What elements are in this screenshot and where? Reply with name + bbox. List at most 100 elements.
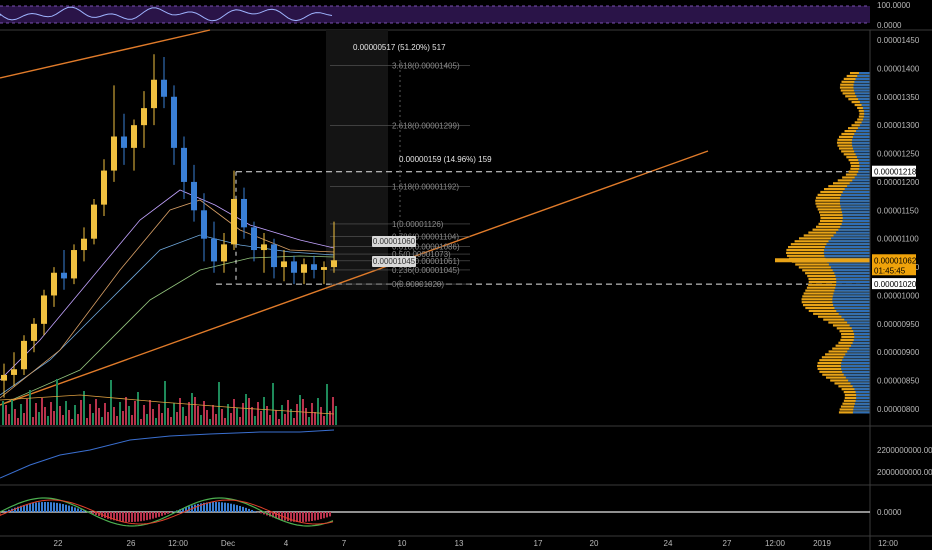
date-tick-label: 12:00	[168, 539, 189, 548]
macd-histogram-bar	[26, 504, 28, 512]
volume-profile-bar-buy	[855, 391, 870, 394]
volume-profile-bar-buy	[851, 344, 870, 347]
macd-histogram-bar	[152, 512, 154, 519]
volume-bar	[158, 404, 160, 425]
macd-histogram-bar	[110, 512, 112, 520]
macd-histogram-bar	[44, 502, 46, 512]
macd-histogram-bar	[236, 505, 238, 512]
date-tick-label: 24	[664, 539, 673, 548]
volume-profile-bar-buy	[832, 295, 870, 298]
macd-histogram-bar	[170, 512, 172, 513]
macd-histogram-bar	[155, 512, 157, 518]
candle-body	[141, 108, 147, 126]
volume-profile-bar-buy	[842, 190, 870, 194]
volume-profile-bar-buy	[835, 283, 870, 286]
volume-bar	[245, 394, 247, 425]
volume-bar	[152, 409, 154, 425]
volume-bar	[119, 402, 121, 425]
macd-histogram-bar	[317, 512, 319, 520]
volume-profile-bar-buy	[847, 185, 870, 188]
fib-level-label: 3.618(0.00001405)	[392, 62, 460, 71]
volume-bar	[263, 397, 265, 425]
volume-bar	[332, 397, 334, 425]
rising-trendline	[0, 150, 709, 406]
volume-profile-bar-buy	[854, 333, 870, 336]
volume-bar	[176, 412, 178, 425]
volume-profile-bar-buy	[840, 225, 870, 228]
volume-bar	[38, 412, 40, 425]
macd-histogram-bar	[56, 502, 58, 512]
volume-bar	[95, 399, 97, 425]
volume-bar	[146, 414, 148, 425]
volume-profile-bar-buy	[857, 127, 870, 130]
macd-histogram-bar	[65, 504, 67, 512]
macd-histogram-bar	[14, 507, 16, 512]
volume-profile-bar-buy	[859, 164, 870, 167]
volume-profile-bar-buy	[835, 286, 870, 289]
measure-label-large: 0.00000517 (51.20%) 517	[353, 43, 446, 52]
price-tick-label: 0.00001350	[877, 93, 920, 102]
volume-bar	[314, 412, 316, 425]
volume-bar	[56, 379, 58, 425]
volume-profile-bar-buy	[841, 211, 870, 214]
candle-body	[231, 198, 237, 245]
volume-bar	[266, 406, 268, 425]
fib-level-label: 1(0.00001126)	[392, 220, 444, 229]
volume-bar	[44, 407, 46, 425]
volume-bar	[215, 414, 217, 425]
volume-bar	[323, 416, 325, 425]
macd-histogram-bar	[134, 512, 136, 522]
volume-bar	[335, 406, 337, 425]
volume-bar	[59, 406, 61, 425]
volume-profile-bar-buy	[836, 309, 870, 312]
volume-bar	[68, 410, 70, 425]
macd-histogram-bar	[260, 512, 262, 514]
upper-trendline	[0, 29, 211, 79]
macd-histogram-bar	[233, 504, 235, 512]
macd-histogram-bar	[215, 502, 217, 512]
macd-histogram-bar	[107, 512, 109, 519]
volume-profile-bar-buy	[834, 289, 870, 292]
volume-bar	[104, 403, 106, 425]
candle-body	[91, 204, 97, 239]
candle-body	[121, 136, 127, 148]
obv-tick-label: 2200000000.0000	[877, 446, 932, 455]
volume-profile-bar-buy	[851, 141, 870, 144]
volume-bar	[71, 419, 73, 425]
volume-profile-bar-buy	[861, 121, 870, 124]
macd-histogram-bar	[182, 508, 184, 512]
volume-bar	[185, 416, 187, 425]
volume-profile-bar-buy	[842, 217, 870, 220]
candle-body	[331, 260, 337, 268]
date-tick-label: 27	[723, 539, 732, 548]
volume-bar	[200, 415, 202, 425]
macd-histogram-bar	[272, 512, 274, 518]
ma-line-4	[0, 199, 335, 399]
candle-body	[191, 181, 197, 211]
volume-profile-bar-buy	[854, 132, 870, 136]
macd-histogram-bar	[62, 504, 64, 512]
macd-histogram-bar	[140, 512, 142, 522]
candle-body	[161, 79, 167, 97]
price-tag-lower-bg	[872, 278, 916, 290]
macd-histogram-bar	[323, 512, 325, 519]
macd-histogram-bar	[71, 506, 73, 512]
volume-profile-bar-buy	[855, 77, 870, 80]
volume-profile-bar-buy	[859, 101, 870, 104]
volume-bar	[257, 402, 259, 425]
candle-body	[261, 244, 267, 251]
ma-line-3	[0, 255, 335, 406]
date-tick-label: 13	[455, 539, 464, 548]
price-tag-lower: 0.00001020	[874, 280, 917, 289]
volume-profile-bar-buy	[838, 312, 870, 315]
volume-profile-bar-buy	[824, 246, 870, 249]
volume-profile-bar-buy	[848, 379, 870, 382]
candle-body	[221, 244, 227, 262]
macd-histogram-bar	[188, 506, 190, 512]
volume-profile-bar-buy	[842, 370, 870, 373]
volume-profile-poc	[775, 258, 870, 263]
measure-shade	[326, 30, 388, 290]
volume-bar	[269, 415, 271, 425]
